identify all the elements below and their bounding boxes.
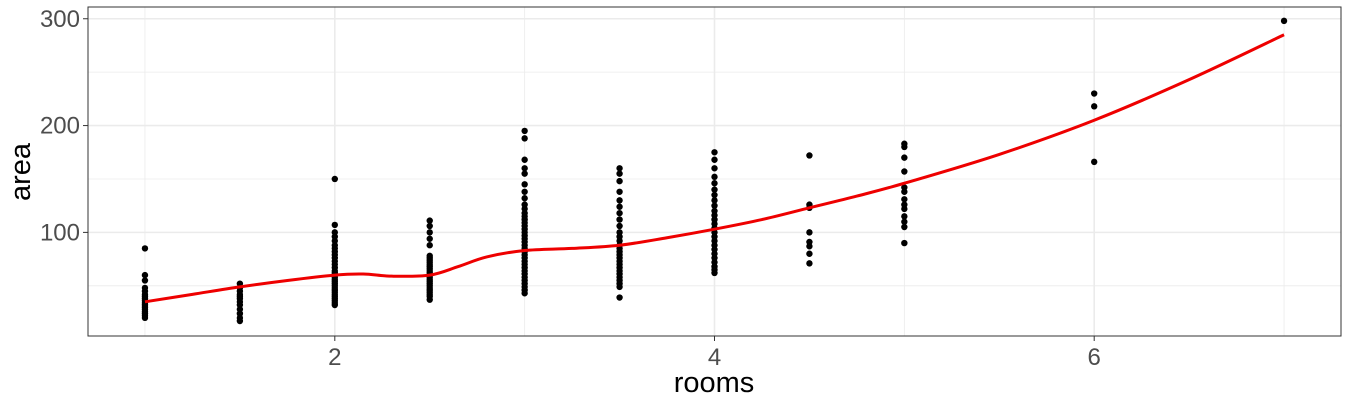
data-point: [331, 221, 339, 229]
data-point: [426, 296, 433, 303]
data-point: [426, 242, 433, 249]
data-point: [616, 197, 623, 204]
data-point: [521, 127, 528, 135]
y-tick-label: 200: [40, 113, 80, 140]
data-point: [616, 203, 623, 210]
data-point: [901, 196, 908, 203]
data-point: [141, 314, 149, 322]
data-point: [1090, 103, 1098, 110]
data-point: [806, 152, 813, 159]
data-point: [521, 170, 528, 177]
data-point: [711, 165, 718, 172]
data-point: [901, 218, 908, 225]
data-point: [806, 250, 813, 257]
data-point: [616, 170, 623, 177]
data-point: [901, 223, 908, 231]
data-point: [711, 149, 718, 156]
data-point: [711, 202, 718, 209]
y-tick-labels: 100 200 300: [40, 6, 80, 247]
data-point: [521, 188, 528, 195]
data-point: [616, 209, 623, 217]
data-point: [331, 175, 339, 183]
data-point: [901, 188, 908, 195]
data-point: [1090, 90, 1098, 97]
data-point: [616, 165, 623, 172]
data-point: [521, 156, 528, 163]
data-point: [901, 205, 908, 213]
data-point: [616, 222, 623, 230]
x-tick-label: 2: [328, 344, 341, 371]
data-point: [426, 235, 433, 242]
data-point: [521, 135, 528, 142]
data-point: [711, 173, 718, 181]
data-point: [711, 197, 718, 204]
data-point: [806, 243, 813, 250]
y-axis-title: area: [5, 142, 37, 201]
data-point: [901, 154, 908, 161]
data-point: [901, 168, 908, 175]
data-point: [141, 245, 149, 252]
data-point: [901, 143, 908, 151]
data-point: [426, 229, 433, 236]
data-point: [616, 177, 623, 185]
data-point: [1280, 17, 1288, 25]
y-tick-label: 100: [40, 219, 80, 246]
data-point: [616, 294, 623, 301]
data-point: [331, 301, 339, 309]
data-point: [521, 195, 528, 202]
y-tick-label: 300: [40, 6, 80, 33]
data-point: [901, 239, 908, 247]
data-point: [711, 269, 718, 277]
x-axis-title: rooms: [674, 367, 755, 399]
data-point: [236, 317, 244, 325]
data-point: [141, 277, 149, 284]
data-point: [901, 213, 908, 220]
data-point: [521, 181, 528, 188]
data-point: [141, 271, 149, 279]
data-point: [711, 180, 718, 187]
data-point: [616, 283, 623, 291]
x-tick-label: 6: [1088, 344, 1101, 371]
data-point: [426, 217, 433, 224]
x-tick-label: 4: [708, 344, 721, 371]
x-tick-labels: 2 4 6: [328, 344, 1101, 371]
data-point: [1090, 158, 1098, 166]
axis-ticks: [83, 18, 1095, 341]
data-point: [521, 165, 528, 172]
data-point: [426, 222, 433, 230]
data-point: [711, 191, 718, 199]
data-point: [616, 216, 623, 223]
smooth-line: [144, 33, 1285, 304]
data-point: [711, 156, 718, 163]
data-point: [806, 260, 813, 267]
data-point: [711, 186, 718, 193]
data-point: [521, 290, 528, 297]
data-point: [616, 188, 623, 195]
data-point: [806, 229, 813, 236]
